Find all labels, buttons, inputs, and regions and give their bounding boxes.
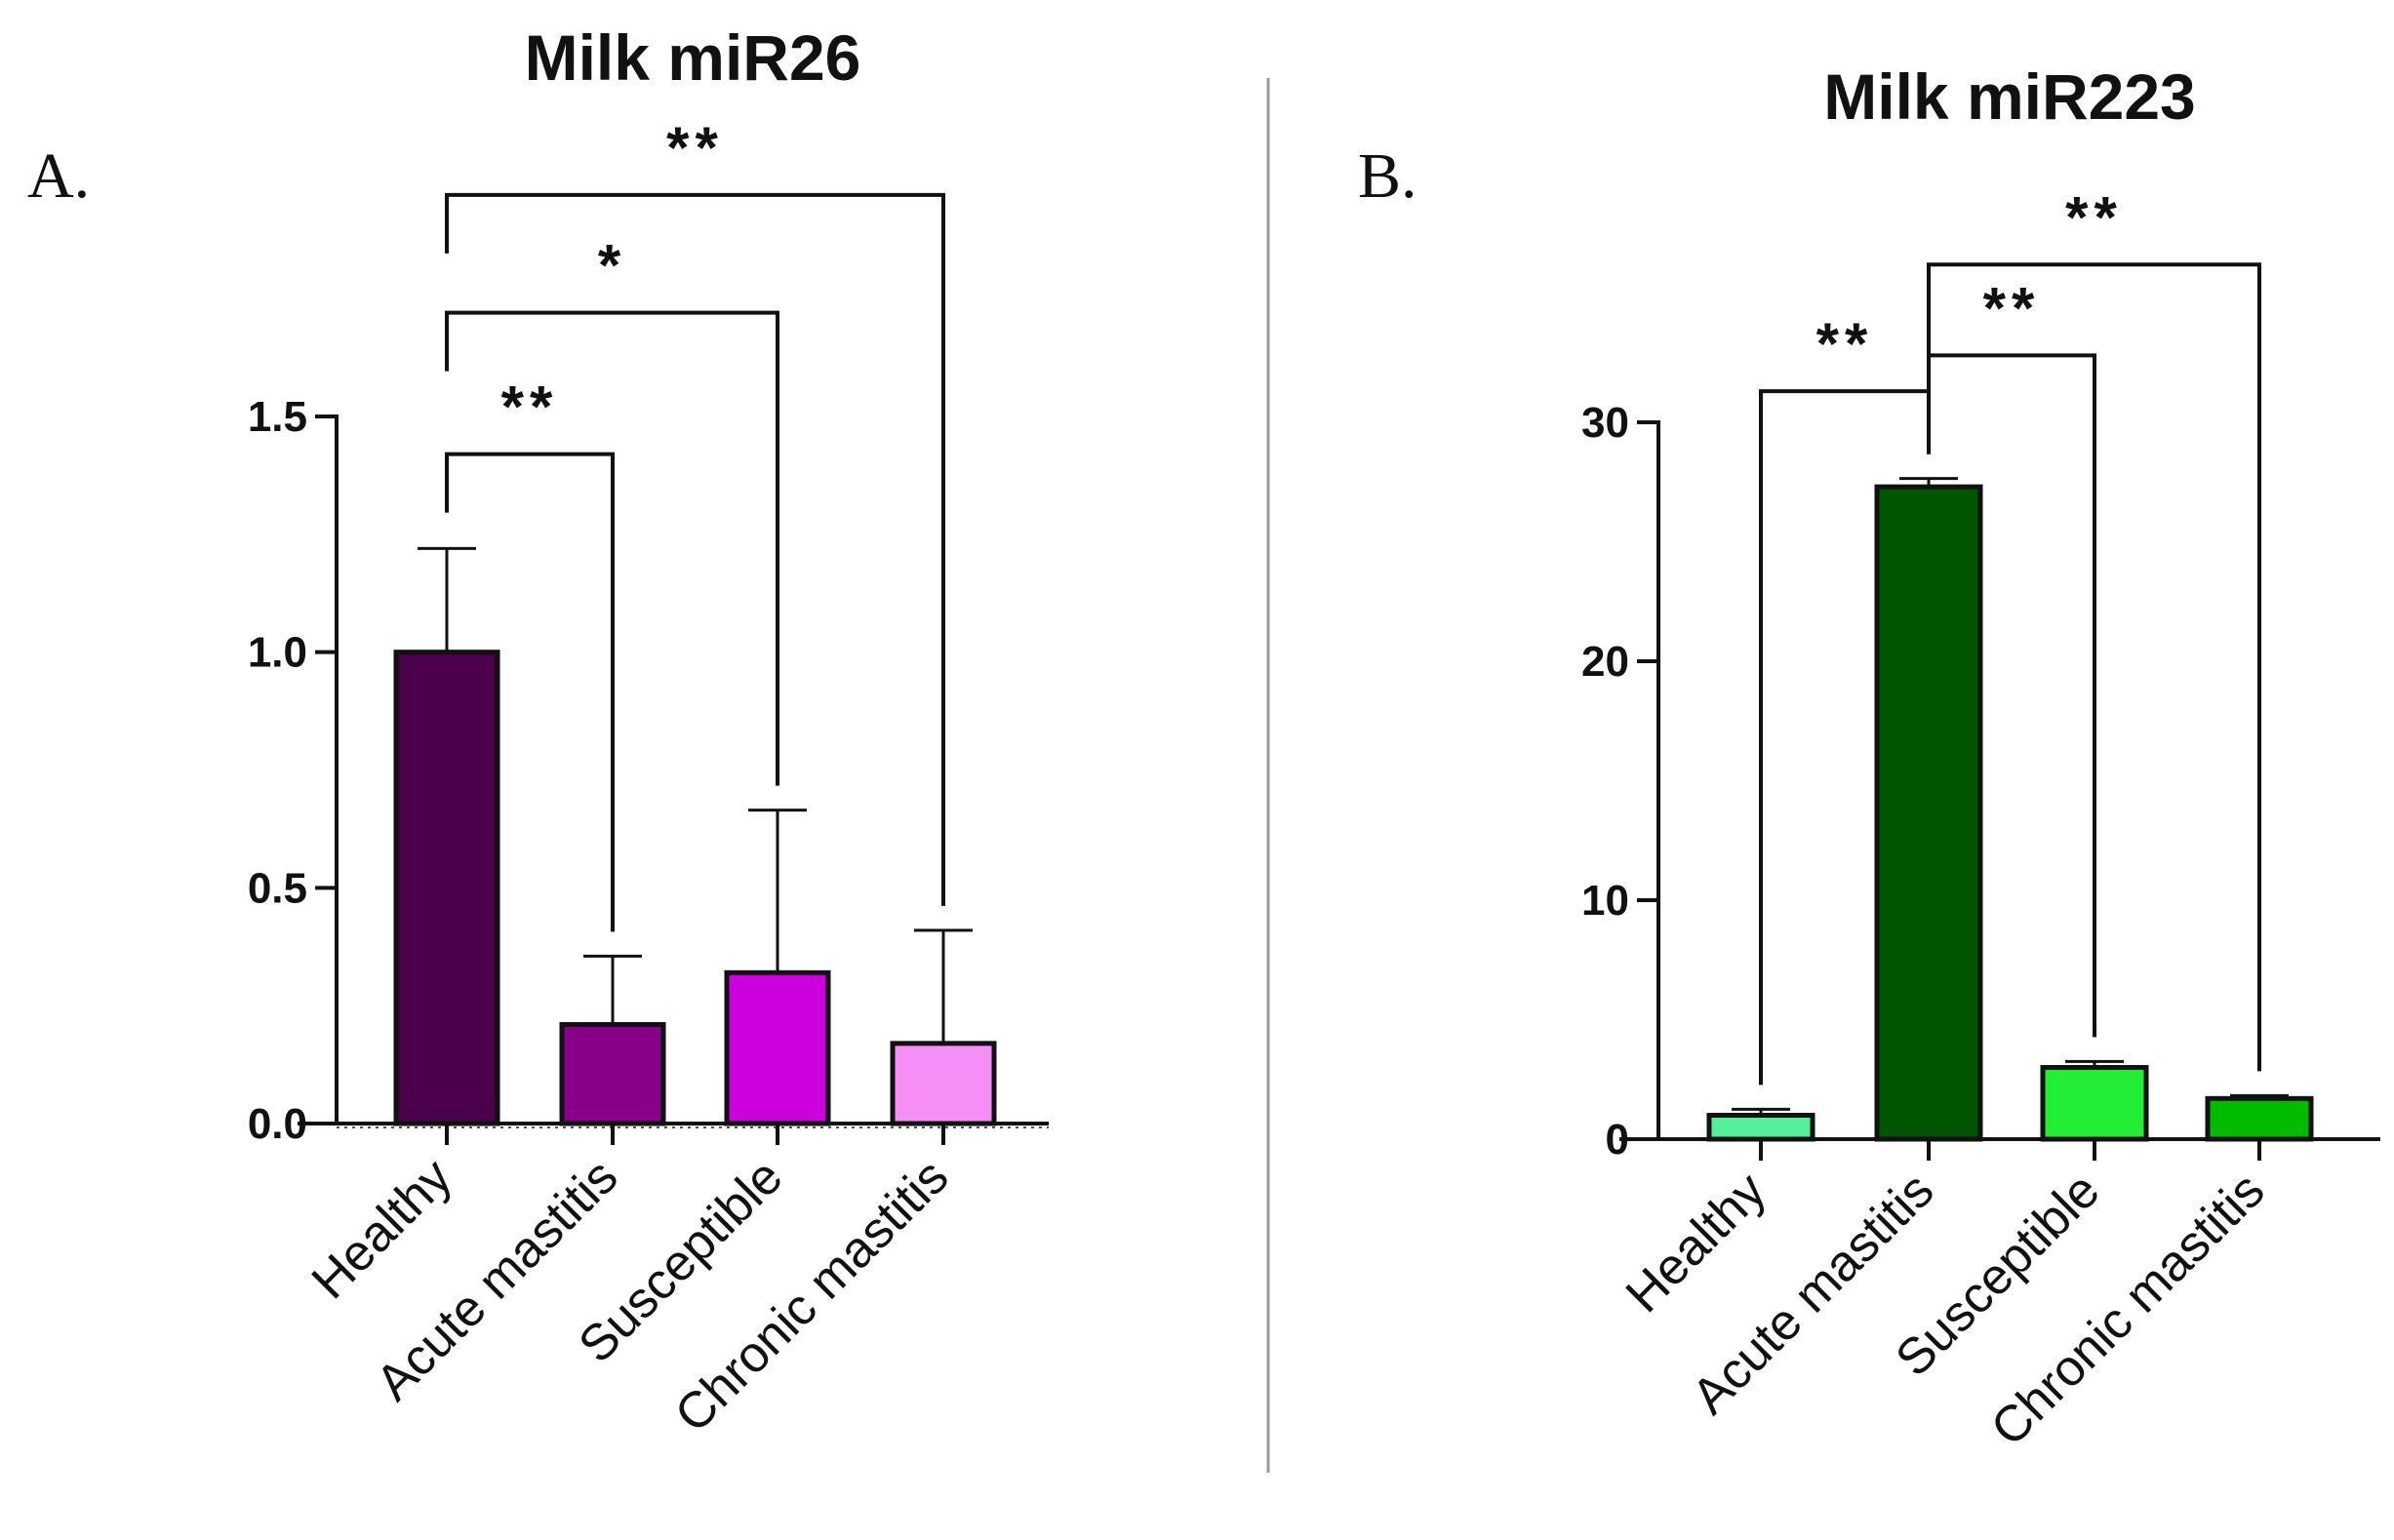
y-tick-label: 0.5 [248, 864, 307, 912]
y-tick-label: 0.0 [248, 1100, 307, 1148]
y-tick-label: 20 [1581, 638, 1629, 686]
significance-bracket-2 [445, 310, 779, 786]
significance-bracket-1 [445, 452, 615, 932]
y-tick-label: 0 [1606, 1116, 1629, 1164]
bar-2 [559, 1022, 666, 1126]
bar-3 [2040, 1065, 2149, 1142]
category-label-1: Healthy [1616, 1162, 1777, 1323]
panel-b-letter: B. [1358, 140, 1417, 212]
significance-label-2: ** [1983, 275, 2041, 340]
category-label-4: Chronic mastitis [1980, 1162, 2276, 1457]
significance-label-2: * [598, 233, 626, 298]
bar-1 [1706, 1113, 1815, 1142]
bar-3 [724, 969, 831, 1126]
bar-4 [890, 1041, 997, 1126]
y-tick-label: 1.5 [248, 393, 307, 441]
panel-b-title: Milk miR223 [1823, 60, 2196, 133]
significance-label-1: ** [501, 375, 559, 440]
bar-4 [2205, 1095, 2314, 1142]
y-tick-label: 30 [1581, 399, 1629, 447]
significance-label-1: ** [1816, 311, 1874, 376]
panel-a-letter: A. [27, 140, 90, 212]
bar-1 [393, 650, 500, 1126]
y-tick-label: 1.0 [248, 629, 307, 677]
significance-label-3: ** [666, 115, 724, 180]
y-tick-label: 10 [1581, 877, 1629, 925]
significance-label-3: ** [2065, 184, 2123, 250]
category-label-1: Healthy [301, 1148, 463, 1310]
bar-2 [1874, 484, 1983, 1142]
significance-bracket-3 [1927, 262, 2261, 1072]
significance-bracket-3 [445, 192, 945, 906]
panel-a-title: Milk miR26 [525, 21, 861, 94]
